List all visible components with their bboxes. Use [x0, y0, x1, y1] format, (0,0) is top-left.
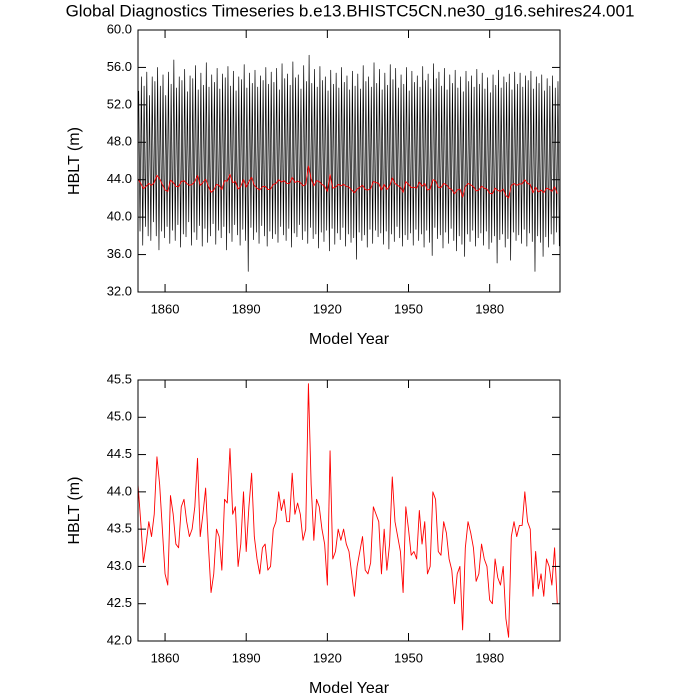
y-tick-label: 44.0 — [107, 171, 132, 186]
y-tick-label: 60.0 — [107, 21, 132, 36]
x-tick-label: 1920 — [313, 650, 342, 665]
plot-frame — [137, 29, 561, 293]
y-tick-label: 43.0 — [107, 558, 132, 573]
x-axis-label: Model Year — [309, 331, 390, 348]
x-tick-label: 1980 — [475, 650, 504, 665]
data-line — [137, 383, 558, 638]
y-axis-label: HBLT (m) — [66, 477, 83, 545]
y-tick-label: 56.0 — [107, 59, 132, 74]
y-tick-label: 40.0 — [107, 209, 132, 224]
y-tick-label: 44.5 — [107, 446, 132, 461]
y-tick-label: 45.0 — [107, 409, 132, 424]
x-tick-label: 1890 — [232, 650, 261, 665]
x-tick-label: 1950 — [394, 650, 423, 665]
y-tick-label: 45.5 — [107, 371, 132, 386]
x-tick-label: 1920 — [313, 301, 342, 316]
y-tick-label: 43.5 — [107, 521, 132, 536]
x-tick-label: 1890 — [232, 301, 261, 316]
x-tick-label: 1980 — [475, 301, 504, 316]
y-tick-label: 42.5 — [107, 595, 132, 610]
x-tick-label: 1950 — [394, 301, 423, 316]
plot-frame — [137, 379, 561, 642]
x-axis-label: Model Year — [309, 680, 390, 697]
data-line — [137, 165, 558, 199]
chart-title: Global Diagnostics Timeseries b.e13.BHIS… — [66, 1, 635, 20]
y-tick-label: 44.0 — [107, 483, 132, 498]
y-tick-label: 48.0 — [107, 134, 132, 149]
y-tick-label: 52.0 — [107, 96, 132, 111]
data-line — [138, 54, 560, 272]
x-tick-label: 1860 — [151, 301, 180, 316]
y-tick-label: 32.0 — [107, 283, 132, 298]
y-tick-label: 42.0 — [107, 632, 132, 647]
x-tick-label: 1860 — [151, 650, 180, 665]
y-tick-label: 36.0 — [107, 246, 132, 261]
y-axis-label: HBLT (m) — [66, 127, 83, 195]
